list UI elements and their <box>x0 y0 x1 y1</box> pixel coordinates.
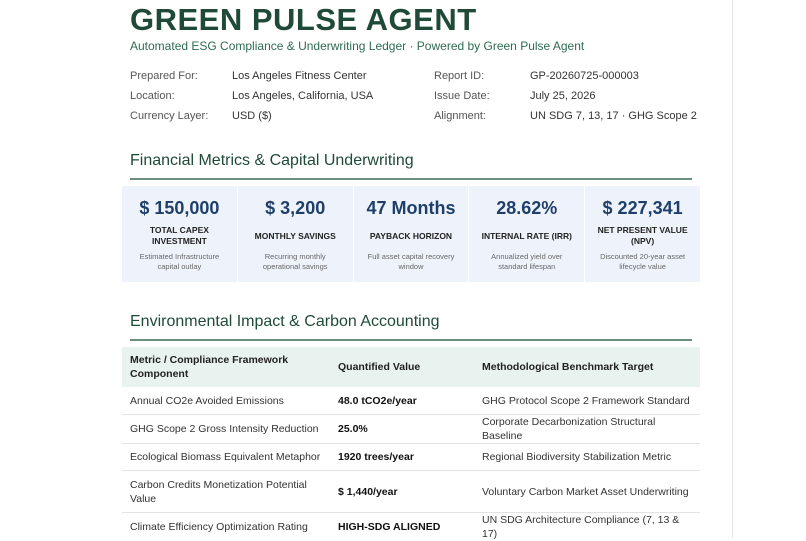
meta-label: Alignment: <box>434 110 486 122</box>
kpi-card-capex: $ 150,000 TOTAL CAPEX INVESTMENT Estimat… <box>122 186 238 282</box>
meta-label: Issue Date: <box>434 90 490 102</box>
column-header: Quantified Value <box>330 347 474 387</box>
meta-label: Prepared For: <box>130 70 198 82</box>
metric-cell: Carbon Credits Monetization Potential Va… <box>122 471 330 513</box>
kpi-card-payback: 47 Months PAYBACK HORIZON Full asset cap… <box>354 186 470 282</box>
kpi-value: $ 3,200 <box>238 198 353 219</box>
kpi-card-npv: $ 227,341 NET PRESENT VALUE (NPV) Discou… <box>585 186 700 282</box>
meta-label: Report ID: <box>434 70 484 82</box>
meta-label: Currency Layer: <box>130 110 208 122</box>
environmental-section-heading: Environmental Impact & Carbon Accounting <box>130 313 692 341</box>
column-header: Metric / Compliance Framework Component <box>122 347 330 387</box>
kpi-label: NET PRESENT VALUE (NPV) <box>591 224 694 248</box>
kpi-label: INTERNAL RATE (IRR) <box>475 224 578 248</box>
kpi-value: $ 227,341 <box>585 198 700 219</box>
meta-value: Los Angeles Fitness Center <box>232 70 367 82</box>
table-row: Annual CO2e Avoided Emissions 48.0 tCO2e… <box>122 387 700 415</box>
meta-label: Location: <box>130 90 175 102</box>
kpi-value: 47 Months <box>354 198 469 219</box>
kpi-description: Full asset capital recovery window <box>362 252 461 272</box>
value-cell: 1920 trees/year <box>330 444 474 471</box>
metric-cell: Ecological Biomass Equivalent Metaphor <box>122 444 330 471</box>
environmental-table: Metric / Compliance Framework Component … <box>122 347 700 541</box>
metric-cell: GHG Scope 2 Gross Intensity Reduction <box>122 415 330 444</box>
table-row: Ecological Biomass Equivalent Metaphor 1… <box>122 444 700 471</box>
report-subtitle: Automated ESG Compliance & Underwriting … <box>130 39 584 53</box>
kpi-description: Annualized yield over standard lifespan <box>477 252 576 272</box>
kpi-row: $ 150,000 TOTAL CAPEX INVESTMENT Estimat… <box>122 186 700 282</box>
meta-value: July 25, 2026 <box>530 90 595 102</box>
column-header: Methodological Benchmark Target <box>474 347 700 387</box>
meta-value: UN SDG 7, 13, 17 · GHG Scope 2 <box>530 110 697 122</box>
kpi-label: PAYBACK HORIZON <box>360 224 463 248</box>
benchmark-cell: Voluntary Carbon Market Asset Underwriti… <box>474 471 700 513</box>
kpi-description: Discounted 20-year asset lifecycle value <box>593 252 692 272</box>
report-page: GREEN PULSE AGENT Automated ESG Complian… <box>84 0 733 538</box>
metric-cell: Climate Efficiency Optimization Rating <box>122 513 330 541</box>
kpi-description: Recurring monthly operational savings <box>246 252 345 272</box>
table-row: Climate Efficiency Optimization Rating H… <box>122 513 700 541</box>
metric-cell: Annual CO2e Avoided Emissions <box>122 387 330 415</box>
meta-value: Los Angeles, California, USA <box>232 90 373 102</box>
kpi-value: $ 150,000 <box>122 198 237 219</box>
value-cell: 48.0 tCO2e/year <box>330 387 474 415</box>
benchmark-cell: UN SDG Architecture Compliance (7, 13 & … <box>474 513 700 541</box>
meta-value: GP-20260725-000003 <box>530 70 639 82</box>
value-cell: HIGH-SDG ALIGNED <box>330 513 474 541</box>
benchmark-cell: Corporate Decarbonization Structural Bas… <box>474 415 700 444</box>
kpi-card-irr: 28.62% INTERNAL RATE (IRR) Annualized yi… <box>469 186 585 282</box>
benchmark-cell: Regional Biodiversity Stabilization Metr… <box>474 444 700 471</box>
report-title: GREEN PULSE AGENT <box>130 2 477 38</box>
kpi-value: 28.62% <box>469 198 584 219</box>
financial-section-heading: Financial Metrics & Capital Underwriting <box>130 152 692 180</box>
kpi-card-monthly-savings: $ 3,200 MONTHLY SAVINGS Recurring monthl… <box>238 186 354 282</box>
kpi-label: TOTAL CAPEX INVESTMENT <box>128 224 231 248</box>
table-row: GHG Scope 2 Gross Intensity Reduction 25… <box>122 415 700 444</box>
table-header-row: Metric / Compliance Framework Component … <box>122 347 700 387</box>
meta-value: USD ($) <box>232 110 272 122</box>
kpi-label: MONTHLY SAVINGS <box>244 224 347 248</box>
benchmark-cell: GHG Protocol Scope 2 Framework Standard <box>474 387 700 415</box>
table-row: Carbon Credits Monetization Potential Va… <box>122 471 700 513</box>
kpi-description: Estimated Infrastructure capital outlay <box>130 252 229 272</box>
value-cell: 25.0% <box>330 415 474 444</box>
value-cell: $ 1,440/year <box>330 471 474 513</box>
